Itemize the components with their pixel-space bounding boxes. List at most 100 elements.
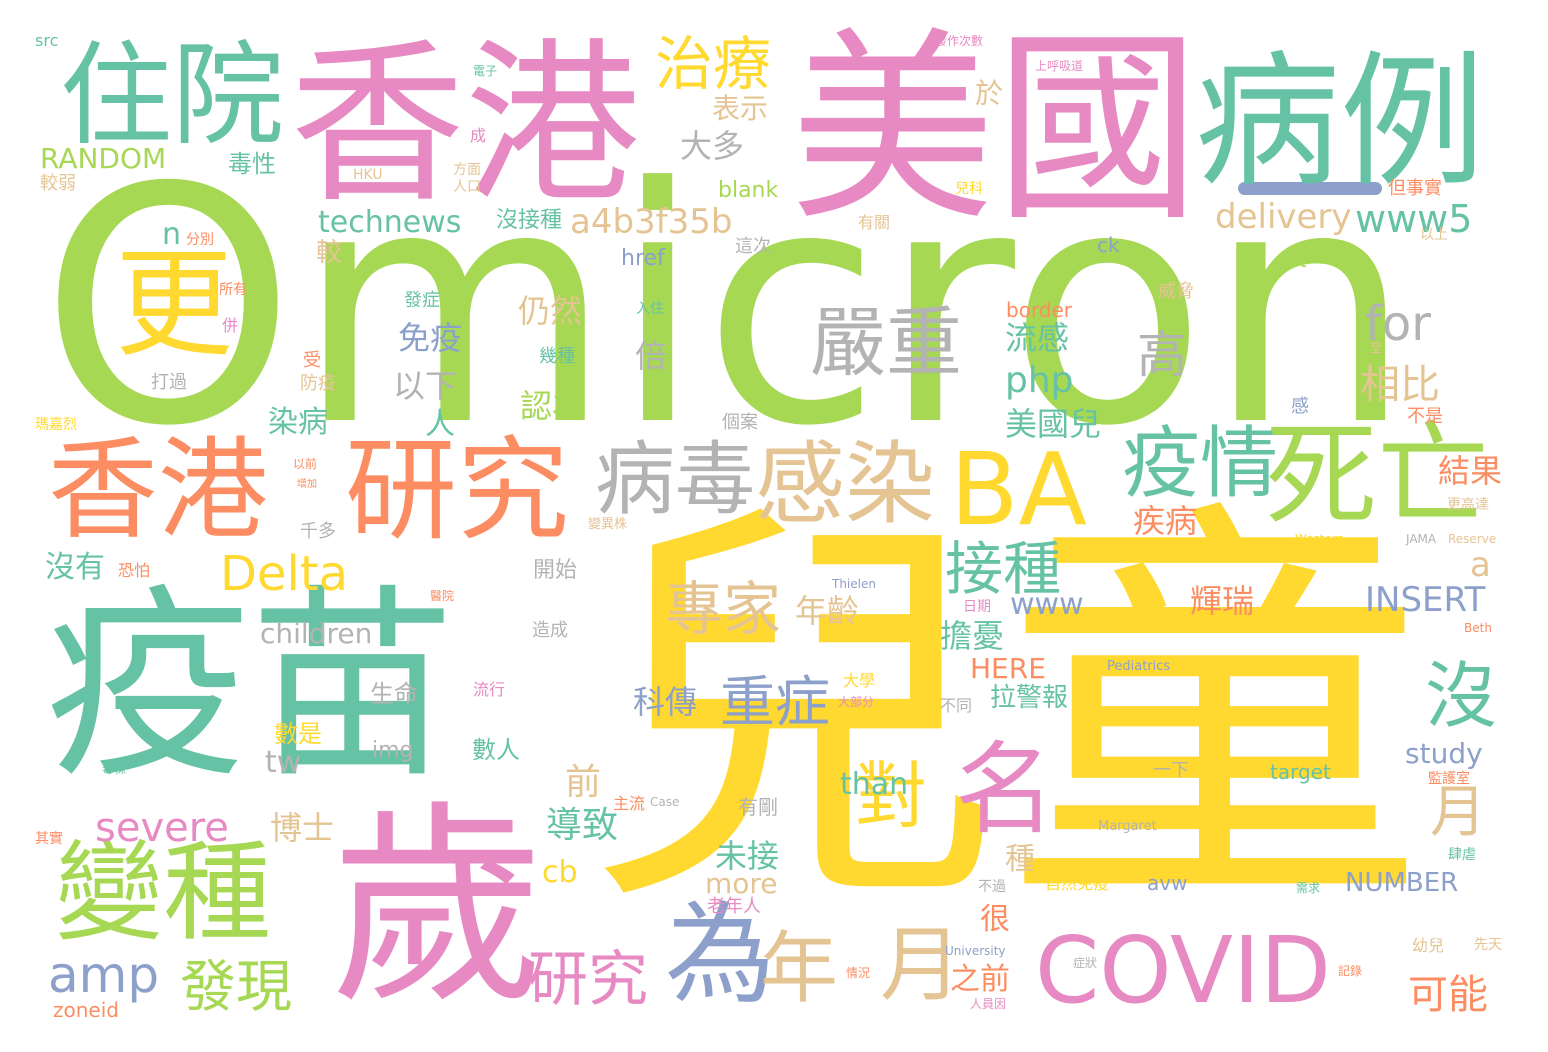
word-beth: Beth <box>1464 621 1492 635</box>
word-dui: 對 <box>855 754 928 838</box>
underline-bar <box>1238 182 1382 195</box>
word-pfizer: 輝瑞 <box>1190 582 1255 620</box>
word-gan: 感 <box>1291 396 1309 417</box>
word-times: 倍 <box>635 337 668 375</box>
word-a4b3f35b: a4b3f35b <box>570 202 733 242</box>
word-previously: 以前 <box>293 457 318 471</box>
word-php: php <box>1005 360 1074 401</box>
word-amp: amp <box>48 946 160 1004</box>
word-jiao: 較 <box>316 238 343 268</box>
word-taken: 打過 <box>151 372 187 393</box>
word-several-kinds: 幾種 <box>539 346 575 367</box>
word-related: 有關 <box>858 213 891 232</box>
word-life: 生命 <box>370 680 418 708</box>
word-to: 至 <box>1370 341 1383 355</box>
word-here: HERE <box>970 652 1046 685</box>
word-cb: cb <box>542 855 578 890</box>
word-weaker: 較弱 <box>40 173 76 194</box>
word-month-large: 月 <box>880 918 963 1013</box>
word-us-children: 美國兒 <box>1005 405 1102 443</box>
word-as-high-as: 更高達 <box>1447 497 1489 513</box>
word-cause: 導致 <box>546 805 619 846</box>
word-university-en: University <box>945 944 1006 958</box>
word-receive: 受 <box>303 350 321 371</box>
word-fear: 恐怕 <box>118 561 151 580</box>
word-record: 記錄 <box>1338 964 1363 978</box>
word-thielen: Thielen <box>832 577 876 591</box>
word-children-en: children <box>260 617 373 650</box>
word-case: Case <box>650 795 680 809</box>
word-expert: 專家 <box>665 575 782 643</box>
word-very: 很 <box>980 902 1010 937</box>
word-indicate: 表示 <box>712 92 769 125</box>
word-worry: 擔憂 <box>940 617 1005 655</box>
word-infection: 感染 <box>755 432 935 537</box>
word-year: 年 <box>760 924 839 1014</box>
word-flu: 流感 <box>1005 319 1070 357</box>
word-person: 人 <box>425 407 455 442</box>
word-population: 人口 <box>453 179 481 195</box>
word-insert: INSERT <box>1365 580 1486 620</box>
word-ba: BA <box>950 431 1088 548</box>
word-below: 以下 <box>393 367 458 405</box>
word-admit: 入住 <box>636 301 664 317</box>
word-possible: 可能 <box>1408 972 1488 1018</box>
word-severe-en: severe <box>95 805 229 851</box>
word-above: 以上 <box>1420 227 1448 243</box>
word-vaccination: 接種 <box>945 535 1062 603</box>
word-toddler: 幼兒 <box>1412 936 1445 955</box>
word-number-is: 數是 <box>274 720 322 748</box>
word-reserve: Reserve <box>1448 532 1497 546</box>
word-doctor: 博士 <box>270 809 335 847</box>
word-jama: JAMA <box>1406 532 1437 546</box>
word-upper-respiratory: 上呼吸道 <box>1035 59 1084 73</box>
word-research-pink: 研究 <box>528 945 648 1015</box>
word-still: 仍然 <box>518 292 583 330</box>
word-compare: 相比 <box>1360 362 1440 408</box>
word-before: 前 <box>565 762 602 803</box>
word-high: 高 <box>1137 326 1187 384</box>
word-prior: 之前 <box>950 962 1010 997</box>
word-hospital-en: Hospital <box>1280 711 1338 727</box>
word-epidemic: 疫情 <box>1122 419 1279 509</box>
word-margaret-zh: 瑪嘉烈 <box>35 417 77 433</box>
word-research-orange: 研究 <box>345 426 569 556</box>
word-aspect: 方面 <box>453 162 481 178</box>
word-staff-due: 人員因 <box>970 997 1007 1011</box>
word-href: href <box>621 246 665 271</box>
word-hongkong-orange: 香港 <box>48 426 268 554</box>
word-congenital: 先天 <box>1474 937 1502 953</box>
word-n: n <box>162 217 182 252</box>
word-start: 開始 <box>533 558 578 583</box>
word-natural-immunity: 自然免疫 <box>1045 874 1110 893</box>
word-cases: 病例 <box>1195 38 1485 207</box>
word-blank: blank <box>718 178 779 203</box>
word-technews: technews <box>318 205 462 240</box>
word-yu: 於 <box>975 77 1004 110</box>
word-unvaccinated: 沒接種 <box>496 208 563 233</box>
word-death: 死亡 <box>1265 411 1489 541</box>
word-electronic: 電子 <box>473 64 498 78</box>
word-popular: 流行 <box>473 680 506 699</box>
word-ming: 名 <box>955 731 1055 848</box>
word-not: 不是 <box>1407 406 1443 427</box>
word-margaret: Margaret <box>1098 819 1157 834</box>
word-month-small: 月 <box>1430 780 1486 845</box>
word-wei: 為 <box>665 891 775 1019</box>
word-actually: 其實 <box>35 831 63 847</box>
word-elderly: 老年人 <box>707 896 761 917</box>
word-border: border <box>1006 298 1073 322</box>
word-princess: Princess <box>1228 659 1286 675</box>
word-age: 歲 <box>330 782 545 1033</box>
word-treatment: 治療 <box>655 30 772 98</box>
word-this-time: 這次 <box>735 236 771 257</box>
word-discover: 發現 <box>180 955 292 1020</box>
word-age-group: 年齡 <box>795 592 860 630</box>
word-none: 沒有 <box>45 550 105 585</box>
word-more-en: more <box>705 867 778 900</box>
word-alt: alt <box>1281 248 1307 272</box>
word-ck: ck <box>1097 233 1120 257</box>
word-just: 有剛 <box>738 795 778 819</box>
word-number: NUMBER <box>1345 868 1459 898</box>
